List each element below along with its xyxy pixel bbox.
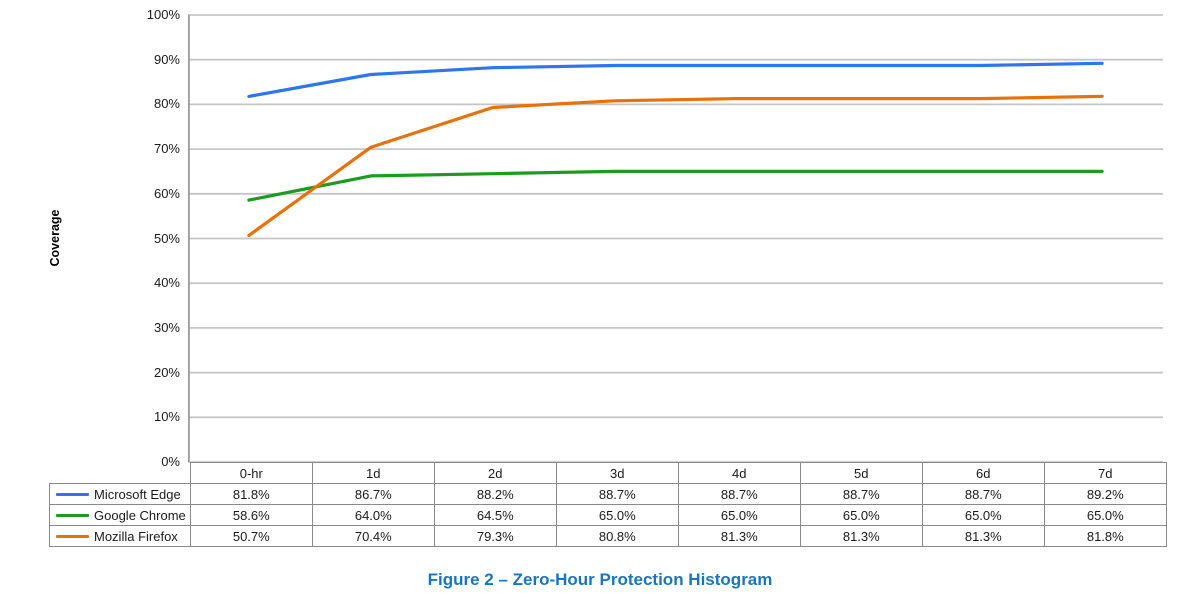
y-tick-label: 70% bbox=[153, 141, 180, 157]
x-category-header: 3d bbox=[555, 462, 679, 484]
value-cell: 88.7% bbox=[555, 483, 679, 505]
x-category-header: 4d bbox=[677, 462, 801, 484]
table-row-mozilla-firefox: Mozilla Firefox 50.7% 70.4% 79.3% 80.8% 81.3%… bbox=[49, 525, 1167, 547]
value-cell: 81.3% bbox=[921, 525, 1045, 547]
y-tick-label: 50% bbox=[153, 230, 180, 246]
y-tick-label: 10% bbox=[153, 409, 180, 425]
line-chart-plot bbox=[188, 14, 1163, 463]
value-cell: 81.3% bbox=[677, 525, 801, 547]
value-cell: 50.7% bbox=[189, 525, 313, 547]
value-cell: 88.7% bbox=[677, 483, 801, 505]
y-tick-label: 20% bbox=[153, 364, 180, 380]
x-category-header: 1d bbox=[311, 462, 435, 484]
y-tick-label: 100% bbox=[146, 7, 180, 22]
value-cell: 88.7% bbox=[921, 483, 1045, 505]
series-line-google-chrome bbox=[247, 169, 1104, 202]
value-cell: 88.7% bbox=[799, 483, 923, 505]
value-cell: 65.0% bbox=[555, 504, 679, 526]
value-cell: 64.5% bbox=[433, 504, 557, 526]
value-cell: 86.7% bbox=[311, 483, 435, 505]
table-row-microsoft-edge: Microsoft Edge 81.8% 86.7% 88.2% 88.7% 88.7% 8… bbox=[49, 483, 1167, 505]
x-category-header: 6d bbox=[921, 462, 1045, 484]
value-cell: 81.8% bbox=[1043, 525, 1167, 547]
x-category-header: 0-hr bbox=[189, 462, 313, 484]
table-row-google-chrome: Google Chrome 58.6% 64.0% 64.5% 65.0% 65.0% 65… bbox=[49, 504, 1167, 526]
table-header-row: 0-hr 1d 2d 3d 4d 5d 6d 7d bbox=[50, 462, 1167, 484]
x-category-header: 5d bbox=[799, 462, 923, 484]
y-axis-tick-labels: 0% 10% 20% 30% 40% 50% 60% 70% 80% 90% 100% bbox=[0, 0, 180, 480]
legend-line-swatch-icon bbox=[56, 492, 89, 496]
chart-data-table: 0-hr 1d 2d 3d 4d 5d 6d 7d Microsoft Edge 81.8% 86.… bbox=[49, 462, 1167, 547]
y-tick-label: 30% bbox=[153, 319, 180, 335]
figure-caption: Figure 2 – Zero-Hour Protection Histogra… bbox=[427, 570, 773, 589]
value-cell: 80.8% bbox=[555, 525, 679, 547]
series-name-label: Mozilla Firefox bbox=[94, 528, 178, 544]
legend-cell: Mozilla Firefox bbox=[49, 525, 191, 547]
series-name-label: Microsoft Edge bbox=[94, 486, 181, 502]
value-cell: 89.2% bbox=[1043, 483, 1167, 505]
y-tick-label: 90% bbox=[153, 51, 180, 67]
value-cell: 65.0% bbox=[1043, 504, 1167, 526]
value-cell: 65.0% bbox=[677, 504, 801, 526]
y-tick-label: 60% bbox=[153, 185, 180, 201]
value-cell: 64.0% bbox=[311, 504, 435, 526]
y-tick-label: 80% bbox=[153, 96, 180, 112]
y-tick-label: 40% bbox=[153, 275, 180, 291]
value-cell: 81.8% bbox=[189, 483, 313, 505]
value-cell: 65.0% bbox=[799, 504, 923, 526]
legend-cell: Google Chrome bbox=[49, 504, 191, 526]
series-line-microsoft-edge bbox=[247, 61, 1104, 99]
value-cell: 79.3% bbox=[433, 525, 557, 547]
x-category-header: 7d bbox=[1043, 462, 1167, 484]
value-cell: 81.3% bbox=[799, 525, 923, 547]
x-category-header: 2d bbox=[433, 462, 557, 484]
y-tick-label: 0% bbox=[161, 454, 180, 469]
series-name-label: Google Chrome bbox=[94, 507, 186, 523]
value-cell: 88.2% bbox=[433, 483, 557, 505]
legend-header-empty-cell bbox=[50, 463, 191, 484]
legend-line-swatch-icon bbox=[56, 534, 89, 538]
value-cell: 58.6% bbox=[189, 504, 313, 526]
value-cell: 70.4% bbox=[311, 525, 435, 547]
value-cell: 65.0% bbox=[921, 504, 1045, 526]
series-line-mozilla-firefox bbox=[247, 94, 1104, 237]
legend-cell: Microsoft Edge bbox=[49, 483, 191, 505]
legend-line-swatch-icon bbox=[56, 513, 89, 517]
